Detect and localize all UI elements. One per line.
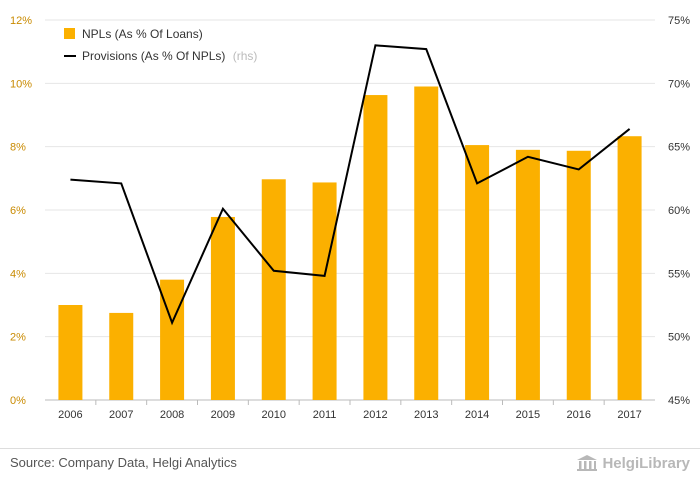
y-left-tick-label: 8% xyxy=(10,142,26,154)
building-icon xyxy=(577,455,598,471)
y-right-tick-label: 55% xyxy=(668,268,690,280)
x-tick-label: 2011 xyxy=(313,409,337,421)
x-tick-label: 2010 xyxy=(262,409,286,421)
bar xyxy=(363,95,388,401)
bar xyxy=(210,216,235,400)
line-series xyxy=(70,44,631,326)
x-tick-label: 2013 xyxy=(414,409,438,421)
bar xyxy=(414,86,439,400)
bar xyxy=(515,149,540,400)
bar xyxy=(58,305,83,400)
logo-text: HelgiLibrary xyxy=(602,454,690,472)
x-tick-label: 2006 xyxy=(58,409,82,421)
y-left-tick-label: 2% xyxy=(10,332,26,344)
footer: Source: Company Data, Helgi Analytics He… xyxy=(0,448,700,484)
provisions-line xyxy=(70,44,631,326)
gridlines xyxy=(45,19,655,401)
logo: HelgiLibrary xyxy=(576,454,690,472)
y-axis-right: 45% 50% 55% 60% 65% 70% 75% xyxy=(668,15,690,407)
y-right-tick-label: 70% xyxy=(668,78,690,90)
bar xyxy=(566,150,591,400)
bar-series xyxy=(58,86,642,401)
x-tick-label: 2014 xyxy=(465,409,489,421)
y-right-tick-label: 75% xyxy=(668,15,690,27)
x-tick-label: 2009 xyxy=(211,409,235,421)
x-tick-label: 2017 xyxy=(617,409,641,421)
y-left-tick-label: 12% xyxy=(10,15,32,27)
bar xyxy=(261,179,286,400)
x-tick-label: 2012 xyxy=(363,409,387,421)
bar xyxy=(312,182,337,400)
y-right-tick-label: 65% xyxy=(668,142,690,154)
legend-label-provisions: Provisions (As % Of NPLs) (rhs) xyxy=(82,49,257,63)
bar xyxy=(617,136,642,400)
x-tick-label: 2015 xyxy=(516,409,540,421)
y-left-tick-label: 6% xyxy=(10,205,26,217)
x-tick-label: 2016 xyxy=(567,409,591,421)
y-right-tick-label: 60% xyxy=(668,205,690,217)
x-tick-label: 2008 xyxy=(160,409,184,421)
bar xyxy=(465,145,490,400)
y-left-tick-label: 0% xyxy=(10,395,26,407)
legend-label-provisions-suffix: (rhs) xyxy=(233,49,258,63)
chart: 2006 2007 2008 2009 2010 2011 2012 2013 2014 2015… xyxy=(10,15,690,421)
y-right-tick-label: 45% xyxy=(668,395,690,407)
source-text: Source: Company Data, Helgi Analytics xyxy=(10,455,237,470)
y-left-tick-label: 4% xyxy=(10,268,26,280)
legend-label-npl: NPLs (As % Of Loans) xyxy=(82,27,203,41)
y-left-tick-label: 10% xyxy=(10,78,32,90)
x-tick-label: 2007 xyxy=(109,409,133,421)
legend-label-provisions-name: Provisions (As % Of NPLs) xyxy=(82,49,225,63)
legend: NPLs (As % Of Loans) Provisions (As % Of… xyxy=(64,27,257,63)
x-axis: 2006 2007 2008 2009 2010 2011 2012 2013 2014 2015… xyxy=(58,400,642,421)
y-right-tick-label: 50% xyxy=(668,332,690,344)
y-axis-left: 0% 2% 4% 6% 8% 10% 12% xyxy=(10,15,32,407)
bar xyxy=(109,312,134,400)
legend-swatch-npl xyxy=(64,28,75,39)
